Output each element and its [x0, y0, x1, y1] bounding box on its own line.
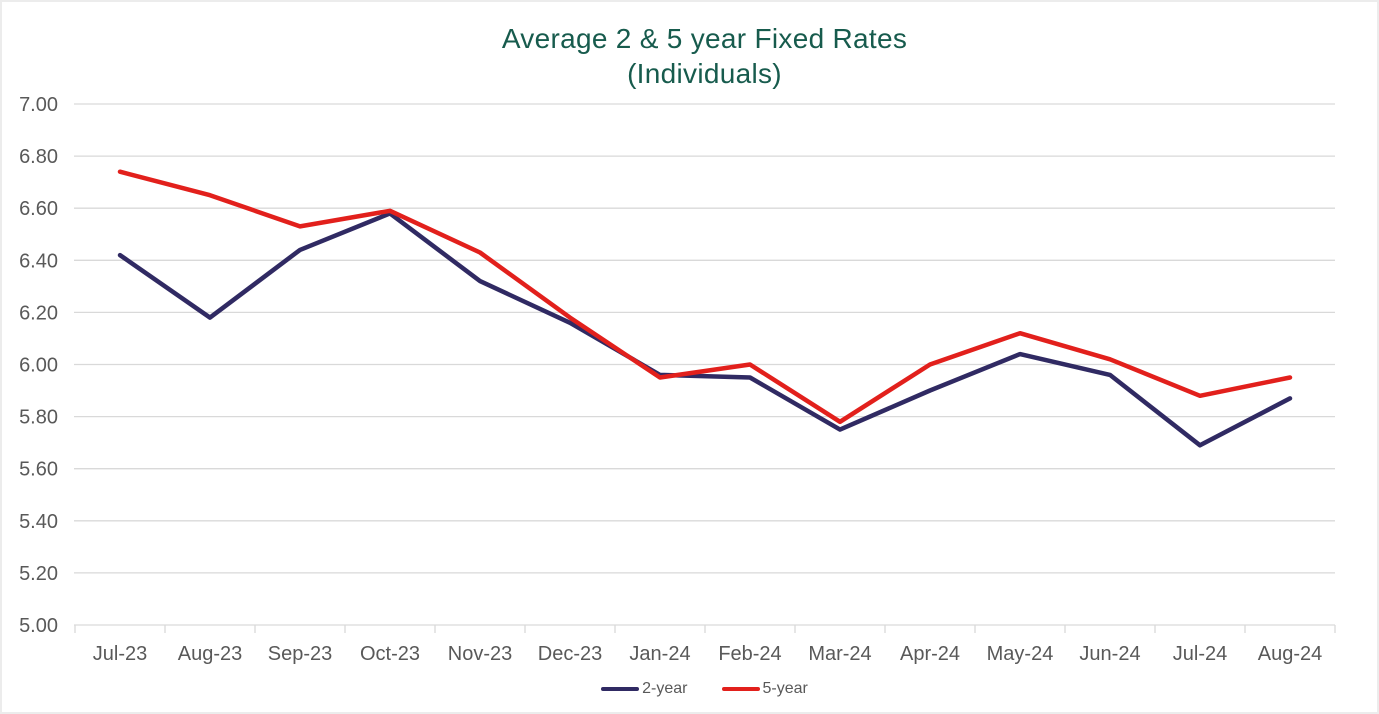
x-tick-label: Mar-24 — [808, 643, 871, 665]
x-tick-label: May-24 — [987, 643, 1054, 665]
chart-title: Average 2 & 5 year Fixed Rates (Individu… — [74, 21, 1335, 91]
x-tick-label: Nov-23 — [448, 643, 512, 665]
y-tick-label: 7.00 — [19, 94, 58, 116]
x-tick-label: Dec-23 — [538, 643, 602, 665]
chart-legend: 2-year 5-year — [74, 680, 1335, 698]
y-tick-label: 6.40 — [19, 250, 58, 272]
y-tick-label: 6.00 — [19, 355, 58, 377]
y-tick-label: 5.60 — [19, 459, 58, 481]
x-tick-label: Jan-24 — [629, 643, 690, 665]
x-tick-label: Feb-24 — [718, 643, 781, 665]
y-tick-label: 5.80 — [19, 407, 58, 429]
series-line-5-year — [117, 169, 1293, 425]
y-tick-label: 5.40 — [19, 511, 58, 533]
chart-title-line2: (Individuals) — [627, 58, 782, 89]
x-tick-label: Aug-23 — [178, 643, 243, 665]
x-tick-label: Aug-24 — [1258, 643, 1323, 665]
x-tick-label: Apr-24 — [900, 643, 960, 665]
x-tick-label: Jul-23 — [93, 643, 147, 665]
y-tick-label: 6.80 — [19, 146, 58, 168]
series-line-2-year — [117, 211, 1293, 448]
legend-label-2-year: 2-year — [642, 680, 688, 697]
x-tick-label: Sep-23 — [268, 643, 333, 665]
legend-swatch-5-year-icon — [721, 686, 760, 692]
legend-item-2-year: 2-year — [601, 680, 688, 698]
x-tick-label: Jun-24 — [1079, 643, 1140, 665]
y-tick-label: 5.20 — [19, 563, 58, 585]
x-tick-label: Oct-23 — [360, 643, 420, 665]
y-tick-label: 5.00 — [19, 615, 58, 637]
y-tick-label: 6.20 — [19, 302, 58, 324]
legend-swatch-2-year-icon — [601, 686, 640, 692]
y-tick-label: 6.60 — [19, 198, 58, 220]
legend-label-5-year: 5-year — [762, 680, 808, 697]
x-tick-label: Jul-24 — [1173, 643, 1227, 665]
legend-item-5-year: 5-year — [721, 680, 808, 698]
chart-title-line1: Average 2 & 5 year Fixed Rates — [501, 23, 908, 54]
